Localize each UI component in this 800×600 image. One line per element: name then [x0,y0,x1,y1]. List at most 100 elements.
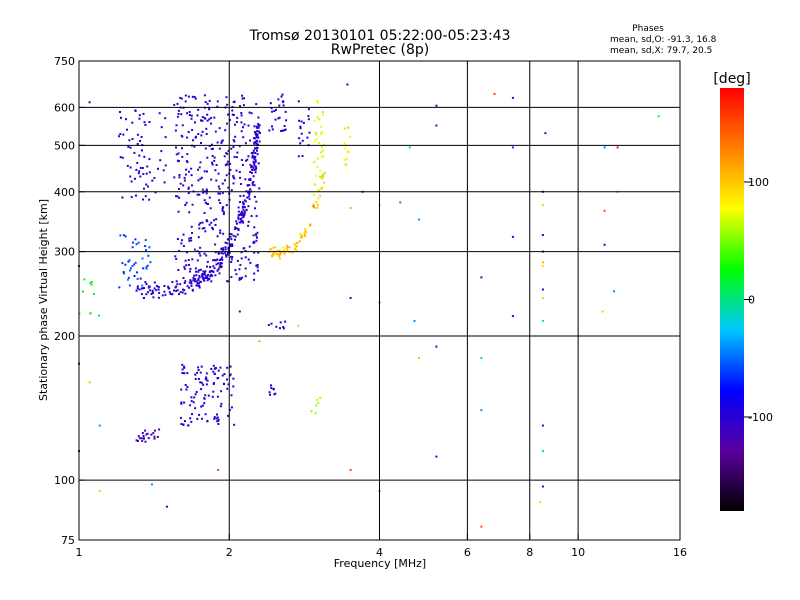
data-point [220,258,222,260]
y-tick-label: 500 [54,139,75,152]
data-point [254,184,256,186]
data-point [346,158,348,160]
data-point [241,277,243,279]
data-point [142,258,144,260]
data-point [175,130,177,132]
data-point [315,138,317,140]
data-point [181,364,183,366]
data-point [239,177,241,179]
data-point [138,118,140,120]
data-point [254,141,256,143]
data-point [185,264,187,266]
data-point [235,273,237,275]
data-point [195,274,197,276]
data-point [254,152,256,154]
data-point [243,203,245,205]
data-point [207,279,209,281]
data-point [204,398,206,400]
data-point [284,321,286,323]
data-point [512,146,514,148]
data-point [212,148,214,150]
data-point [350,207,352,209]
data-point [206,157,208,159]
data-point [234,124,236,126]
data-point [303,122,305,124]
data-point [494,93,496,95]
data-point [191,118,193,120]
data-point [320,133,322,135]
data-point [218,370,220,372]
data-point [226,379,228,381]
data-point [210,280,212,282]
data-point [177,116,179,118]
data-point [175,147,177,149]
data-point [200,119,202,121]
data-point [166,506,168,508]
data-point [226,367,228,369]
data-point [192,204,194,206]
data-point [226,174,228,176]
data-point [205,378,207,380]
data-point [205,148,207,150]
data-point [249,262,251,264]
data-point [249,198,251,200]
data-point [613,290,615,292]
data-point [161,126,163,128]
data-point [275,119,277,121]
data-point [143,188,145,190]
data-point [217,142,219,144]
data-point [301,121,303,123]
data-point [125,235,127,237]
data-point [222,375,224,377]
data-point [247,205,249,207]
data-point [217,377,219,379]
data-point [314,140,316,142]
data-point [233,182,235,184]
data-point [200,161,202,163]
data-point [213,117,215,119]
data-point [196,418,198,420]
data-point [215,131,217,133]
data-point [230,236,232,238]
data-point [512,97,514,99]
data-point [122,157,124,159]
data-point [317,402,319,404]
data-point [120,156,122,158]
data-point [186,153,188,155]
data-point [283,104,285,106]
data-point [253,150,255,152]
data-point [180,417,182,419]
data-point [314,161,316,163]
data-point [255,167,257,169]
data-point [208,108,210,110]
data-point [185,389,187,391]
data-point [542,450,544,452]
colorbar-tick-label: 100 [748,176,769,189]
data-point [204,94,206,96]
data-point [180,113,182,115]
data-point [232,146,234,148]
data-point [130,167,132,169]
data-point [350,297,352,299]
data-point [237,260,239,262]
data-point [163,291,165,293]
data-point [347,127,349,129]
data-point [213,160,215,162]
data-point [177,103,179,105]
data-point [141,293,143,295]
data-point [275,326,277,328]
data-point [184,280,186,282]
data-point [207,274,209,276]
data-point [316,100,318,102]
data-point [150,434,152,436]
data-point [249,246,251,248]
data-point [243,209,245,211]
data-point [233,114,235,116]
data-point [214,373,216,375]
data-point [202,131,204,133]
data-point [282,94,284,96]
data-point [315,412,317,414]
data-point [320,126,322,128]
data-point [188,211,190,213]
data-point [418,219,420,221]
